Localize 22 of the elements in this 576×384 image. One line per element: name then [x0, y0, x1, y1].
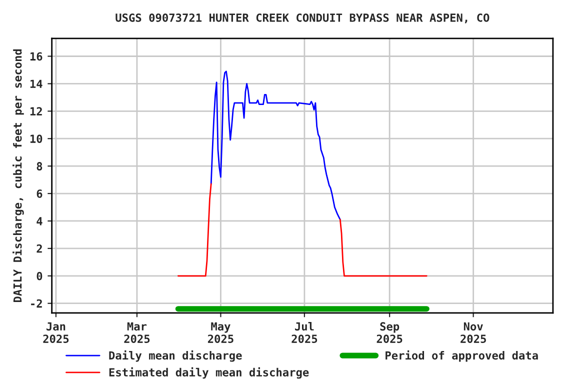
line-series — [210, 70, 341, 220]
y-axis-title: DAILY Discharge, cubic feet per second — [12, 49, 24, 302]
chart-title: USGS 09073721 HUNTER CREEK CONDUIT BYPASS NEAR ASPEN, CO — [116, 13, 490, 24]
x-tick-label: Mar 2025 — [124, 322, 150, 344]
y-tick-label: 0 — [36, 272, 42, 280]
x-tick-label: Nov 2025 — [460, 322, 486, 344]
y-tick-label: 14 — [30, 80, 42, 88]
x-tick-label: Jul 2025 — [292, 322, 318, 344]
y-tick-label: 10 — [30, 134, 42, 143]
y-tick-label: 2 — [36, 244, 42, 253]
legend-label: Daily mean discharge — [109, 350, 242, 362]
y-tick-label: 12 — [30, 107, 42, 116]
y-tick-label: 4 — [36, 217, 42, 226]
y-tick-label: -2 — [31, 299, 42, 308]
y-tick-label: 8 — [36, 162, 42, 170]
y-tick-label: 16 — [30, 52, 42, 61]
legend-label: Period of approved data — [386, 350, 538, 362]
y-tick-label: 6 — [36, 190, 42, 198]
x-tick-label: Jan 2025 — [43, 322, 69, 344]
x-tick-label: May 2025 — [208, 322, 234, 344]
x-tick-label: Sep 2025 — [376, 322, 402, 344]
legend-label: Estimated daily mean discharge — [109, 367, 309, 379]
